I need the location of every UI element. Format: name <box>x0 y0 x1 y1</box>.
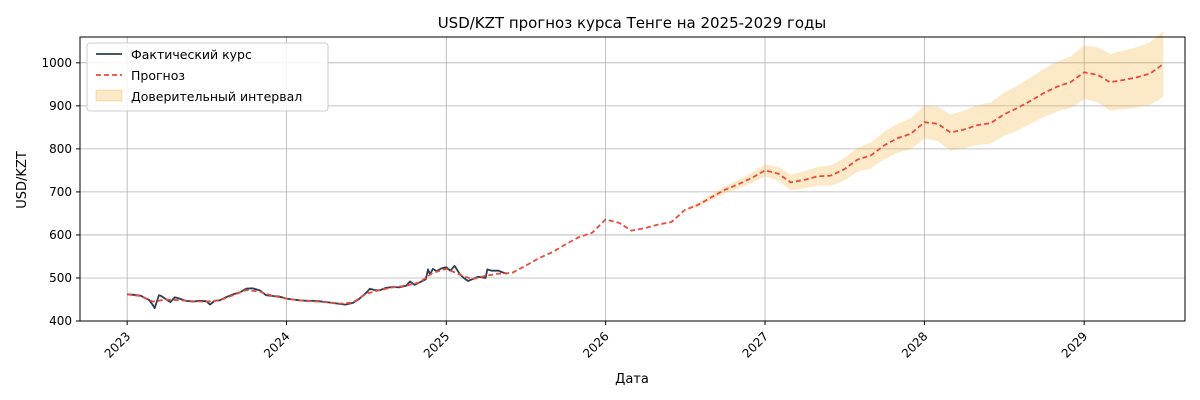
y-tick-label: 400 <box>49 314 72 328</box>
x-axis-ticks: 2023 2024 2025 2026 2027 2028 2029 <box>102 321 1090 361</box>
legend-forecast-label: Прогноз <box>131 68 185 83</box>
x-tick-label: 2026 <box>580 329 611 360</box>
x-tick-label: 2028 <box>899 329 930 360</box>
confidence-band <box>684 31 1164 210</box>
legend-interval-swatch <box>95 89 123 102</box>
legend-interval-label: Доверительный интервал <box>131 89 302 104</box>
x-tick-label: 2024 <box>261 329 292 360</box>
x-tick-label: 2027 <box>740 329 771 360</box>
chart-title: USD/KZT прогноз курса Тенге на 2025-2029… <box>438 14 827 32</box>
y-axis-ticks: 400 500 600 700 800 900 1000 <box>41 56 80 328</box>
y-tick-label: 700 <box>49 185 72 199</box>
y-tick-label: 1000 <box>41 56 72 70</box>
x-tick-label: 2025 <box>421 329 452 360</box>
legend: Фактический курс Прогноз Доверительный и… <box>86 42 329 112</box>
x-axis-label: Дата <box>615 372 649 387</box>
plot-frame <box>79 36 1186 322</box>
y-tick-label: 600 <box>49 228 72 242</box>
confidence-interval-area <box>684 31 1164 210</box>
y-tick-label: 900 <box>49 99 72 113</box>
legend-box <box>86 42 329 112</box>
y-tick-label: 800 <box>49 142 72 156</box>
x-tick-label: 2023 <box>102 329 133 360</box>
y-axis-label: USD/KZT <box>15 151 30 209</box>
x-tick-label: 2029 <box>1059 329 1090 360</box>
forecast-line <box>127 63 1164 305</box>
series-lines <box>127 63 1164 310</box>
y-tick-label: 500 <box>49 271 72 285</box>
legend-actual-label: Фактический курс <box>131 47 252 62</box>
